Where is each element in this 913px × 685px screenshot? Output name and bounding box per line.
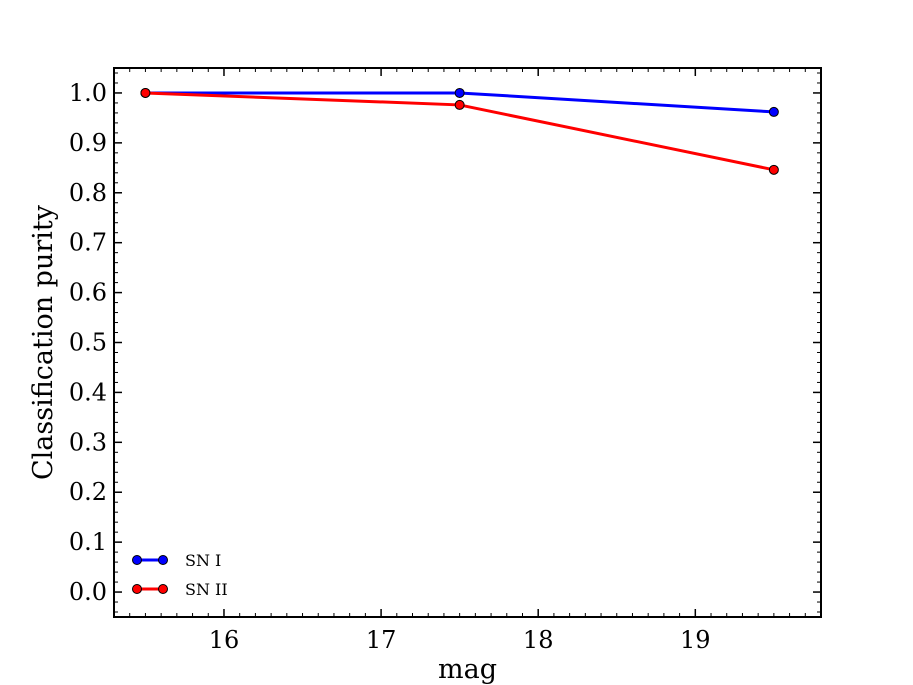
legend-marker-sn-ii	[158, 584, 168, 594]
x-axis-label: mag	[438, 654, 497, 685]
y-tick-label: 0.8	[69, 179, 107, 207]
plot-area	[113, 67, 822, 618]
legend-entry-sn-i: SN I	[132, 551, 221, 570]
ticks: 16 17 18 19 0.0 0.1 0.2 0.3 0.4 0.5 0.6 0.7 0.8 0.9 1.…	[69, 68, 822, 654]
y-axis-label: Classification purity	[28, 204, 59, 480]
y-tick-label: 0.3	[69, 428, 107, 456]
data-point-sn-ii	[140, 87, 151, 98]
series	[140, 87, 779, 175]
legend-entry-sn-ii: SN II	[132, 580, 228, 599]
data-point-sn-i	[454, 87, 465, 98]
data-point-sn-ii	[768, 164, 779, 175]
y-tick-label: 0.0	[69, 578, 107, 606]
y-tick-label: 0.1	[69, 528, 107, 556]
legend-label-sn-ii: SN II	[185, 580, 228, 599]
y-tick-label: 0.9	[69, 129, 107, 157]
legend-marker-sn-ii	[132, 584, 142, 594]
y-tick-label: 0.2	[69, 478, 107, 506]
y-tick-label: 0.4	[69, 378, 107, 406]
y-tick-label: 1.0	[69, 79, 107, 107]
y-tick-label: 0.6	[69, 279, 107, 307]
legend-marker-sn-i	[132, 555, 142, 565]
x-tick-label: 17	[366, 626, 397, 654]
x-tick-label: 16	[209, 626, 240, 654]
legend-marker-sn-i	[158, 555, 168, 565]
y-tick-label: 0.7	[69, 229, 107, 257]
plot-frame	[113, 67, 822, 618]
legend: SN I SN II	[132, 551, 228, 599]
x-tick-label: 19	[680, 626, 711, 654]
legend-label-sn-i: SN I	[185, 551, 221, 570]
data-point-sn-ii	[454, 99, 465, 110]
x-tick-label: 18	[523, 626, 554, 654]
y-tick-label: 0.5	[69, 329, 107, 357]
data-point-sn-i	[768, 106, 779, 117]
